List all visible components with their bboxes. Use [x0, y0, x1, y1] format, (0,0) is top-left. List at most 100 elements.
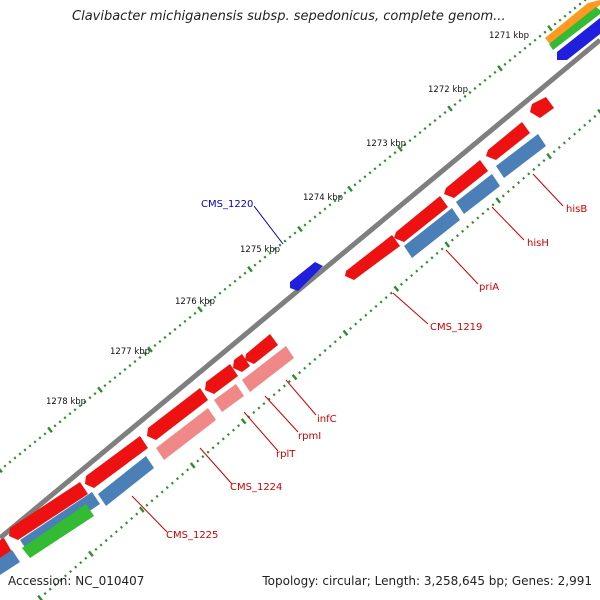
inner-tick-mark [138, 506, 145, 513]
cds-infC[interactable] [245, 334, 278, 364]
inner-tick-mark [79, 561, 83, 565]
outer-tick-mark [18, 452, 22, 456]
outer-tick-mark [213, 295, 217, 299]
inner-tick-mark [43, 592, 47, 596]
outer-tick-mark [47, 426, 53, 433]
gene-label-rpmI[interactable]: rpmI [298, 431, 321, 442]
orange-feature [545, 0, 600, 44]
inner-tick-mark [226, 433, 230, 437]
inner-tick-mark [160, 490, 164, 494]
outer-tick-mark [447, 105, 453, 112]
cds-left-2[interactable] [0, 538, 12, 560]
inner-tick-mark [104, 539, 108, 543]
feature-blue-2 [456, 174, 500, 214]
leader-lines [131, 173, 564, 533]
outer-tick-mark [163, 335, 167, 339]
inner-tick-mark [557, 145, 561, 149]
gene-label-infC[interactable]: infC [317, 414, 337, 425]
scale-label-1273: 1273 kbp [366, 139, 406, 149]
inner-tick-mark [415, 269, 419, 273]
inner-tick-mark [532, 167, 536, 171]
outer-tick-mark [238, 275, 242, 279]
cds-left-1[interactable] [9, 482, 88, 540]
inner-tick-mark [63, 574, 67, 578]
cds-rplT[interactable] [205, 364, 238, 394]
cds-cms-1219-b[interactable] [345, 235, 400, 280]
inner-tick-mark [588, 119, 592, 123]
outer-tick-mark [28, 444, 32, 448]
scale-label-1276: 1276 kbp [175, 297, 215, 307]
outer-tick-mark [233, 279, 237, 283]
inner-tick-mark [567, 136, 571, 141]
inner-tick-mark [189, 462, 196, 469]
cds-cms-1220[interactable] [290, 262, 323, 291]
outer-tick-mark [293, 231, 297, 235]
outer-tick-mark [138, 356, 142, 360]
outer-tick-mark [33, 440, 37, 444]
inner-tick-mark [328, 344, 332, 348]
inner-tick-mark [455, 234, 459, 238]
inner-tick-mark [578, 128, 582, 132]
outer-tick-mark [88, 396, 92, 400]
scale-label-1272: 1272 kbp [428, 85, 468, 95]
gene-label-rplT[interactable]: rplT [276, 449, 296, 460]
map-title: Clavibacter michiganensis subsp. sepedon… [72, 9, 506, 24]
gene-label-hisH[interactable]: hisH [527, 238, 549, 249]
outer-tick-mark [288, 235, 292, 239]
cds-rpmI[interactable] [233, 354, 250, 372]
inner-tick-mark [573, 132, 577, 136]
outer-tick-mark [208, 299, 212, 303]
outer-tick-mark [358, 179, 362, 183]
inner-tick-mark [267, 397, 271, 401]
scale-label-1277: 1277 kbp [110, 347, 150, 357]
outer-tick-mark [368, 171, 372, 175]
gene-label-cms-1220[interactable]: CMS_1220 [201, 199, 253, 210]
outer-tick-mark [563, 14, 567, 18]
inner-tick-mark [354, 322, 358, 326]
cds-cms-1224[interactable] [147, 388, 208, 440]
outer-tick-mark [333, 199, 337, 203]
cds-cms-1219-a[interactable] [394, 196, 448, 242]
outer-tick-mark [53, 424, 57, 428]
outer-tick-mark [313, 215, 317, 219]
outer-tick-mark [433, 119, 437, 123]
inner-tick-mark [562, 141, 566, 145]
inner-tick-mark [94, 547, 98, 551]
inner-tick-mark [262, 402, 266, 406]
outer-tick-mark [303, 223, 307, 227]
outer-tick-mark [408, 139, 412, 143]
gene-label-priA[interactable]: priA [479, 282, 499, 293]
cds-hisB[interactable] [530, 97, 554, 118]
inner-tick-mark [440, 247, 444, 251]
cds-cms-1225[interactable] [85, 436, 148, 488]
gene-label-cms-1219[interactable]: CMS_1219 [430, 322, 482, 333]
cds-hisH[interactable] [486, 122, 530, 160]
outer-tick-mark [583, 0, 587, 2]
outer-tick-mark [38, 436, 42, 440]
outer-tick-mark [13, 456, 17, 460]
inner-tick-mark [511, 185, 515, 189]
gene-label-cms-1224[interactable]: CMS_1224 [230, 482, 282, 493]
outer-tick-mark [218, 291, 222, 295]
outer-tick-mark [578, 2, 582, 6]
outer-tick-mark [263, 255, 267, 259]
inner-tick-mark [272, 393, 276, 397]
scale-label-1278: 1278 kbp [46, 397, 86, 407]
feature-light-2 [214, 384, 244, 412]
inner-tick-mark [450, 238, 454, 242]
inner-tick-mark [374, 304, 378, 308]
inner-tick-mark [435, 251, 439, 255]
outer-tick-mark [128, 364, 132, 368]
outer-tick-mark [338, 195, 342, 199]
inner-tick-mark [405, 278, 409, 282]
gene-label-cms-1225[interactable]: CMS_1225 [166, 530, 218, 541]
cds-priA[interactable] [444, 160, 488, 198]
gene-label-hisB[interactable]: hisB [566, 204, 587, 215]
blue-feature-top [557, 18, 600, 60]
outer-tick-mark [108, 380, 112, 384]
inner-tick-mark [476, 216, 480, 220]
feature-light-3 [156, 408, 216, 460]
outer-tick-mark [0, 468, 3, 474]
outer-tick-mark [178, 323, 182, 327]
